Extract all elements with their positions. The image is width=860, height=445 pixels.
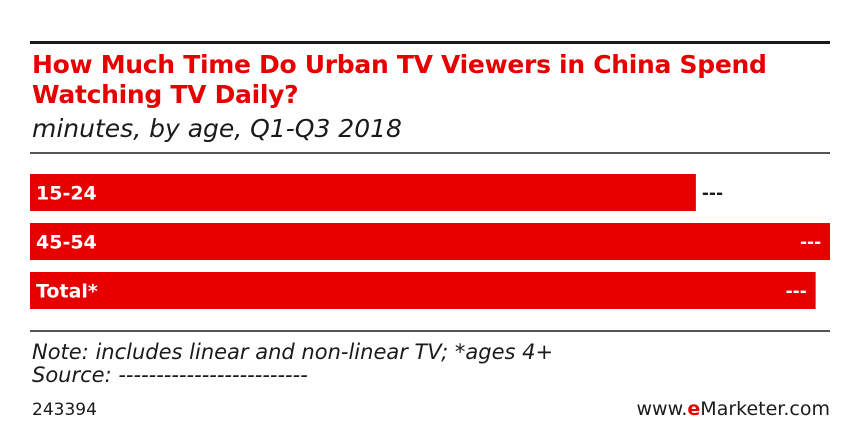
chart-title: How Much Time Do Urban TV Viewers in Chi… xyxy=(32,50,767,109)
category-label-0: 15-24 xyxy=(36,183,97,205)
bar-2 xyxy=(30,272,816,309)
value-label-1: --- xyxy=(800,233,821,253)
brand-e: e xyxy=(687,398,701,420)
chart-note: Note: includes linear and non-linear TV;… xyxy=(32,340,554,364)
chart-id: 243394 xyxy=(32,400,97,420)
footer-divider xyxy=(30,330,830,332)
top-rule xyxy=(30,41,830,44)
brand-rest: Marketer.com xyxy=(700,398,830,420)
chart-source: Source: ------------------------- xyxy=(32,363,308,387)
header-divider xyxy=(30,152,830,154)
value-label-0: --- xyxy=(702,184,723,204)
brand-prefix: www. xyxy=(636,398,688,420)
value-label-2: --- xyxy=(786,282,807,302)
emarketer-brand[interactable]: www.eMarketer.com xyxy=(636,398,830,420)
category-label-2: Total* xyxy=(36,281,98,303)
chart-subtitle: minutes, by age, Q1-Q3 2018 xyxy=(32,114,402,143)
bar-0 xyxy=(30,174,696,211)
category-label-1: 45-54 xyxy=(36,232,97,254)
bar-1 xyxy=(30,223,830,260)
